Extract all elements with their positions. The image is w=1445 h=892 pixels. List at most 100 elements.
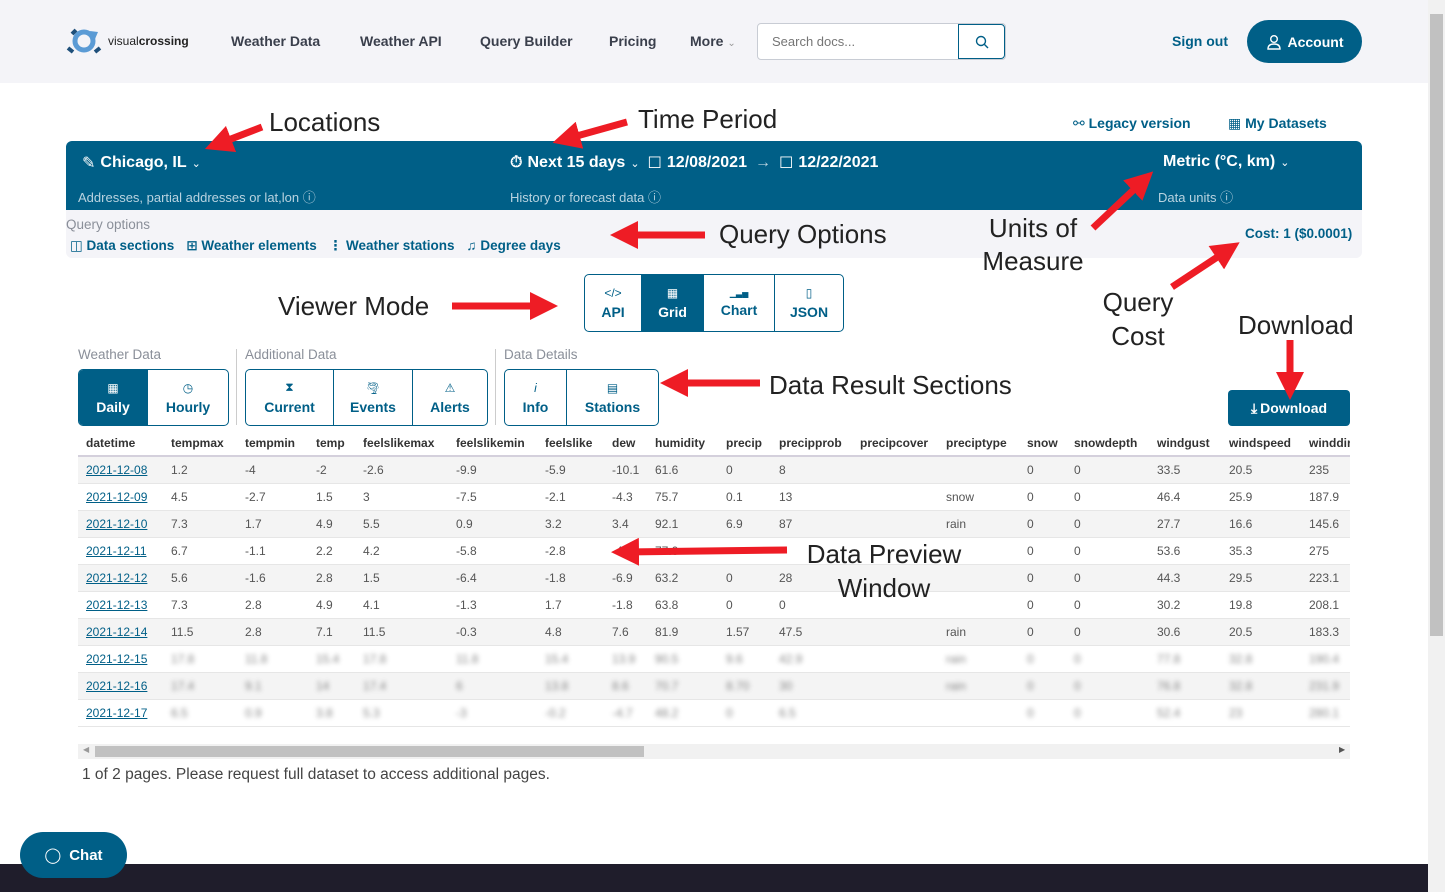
search-button[interactable]: [958, 24, 1005, 59]
chevron-down-icon: ⌄: [727, 38, 736, 49]
table-cell-datetime[interactable]: 2021-12-13: [78, 591, 163, 619]
column-header-feelslike[interactable]: feelslike: [537, 430, 604, 457]
date-link[interactable]: 2021-12-15: [86, 651, 148, 666]
column-header-feelslikemin[interactable]: feelslikemin: [448, 430, 537, 457]
column-header-precipprob[interactable]: precipprob: [771, 430, 852, 457]
current-button[interactable]: ⧗ Current: [246, 370, 334, 425]
help-icon[interactable]: ⓘ: [1220, 190, 1234, 205]
cell-value: 27.7: [1157, 516, 1181, 531]
hourly-button[interactable]: ◷ Hourly: [165, 380, 211, 415]
my-datasets-link[interactable]: ▦ My Datasets: [1228, 115, 1327, 132]
column-header-precip[interactable]: precip: [718, 430, 771, 457]
table-cell-datetime[interactable]: 2021-12-17: [78, 699, 163, 727]
table-cell-datetime[interactable]: 2021-12-11: [78, 537, 163, 565]
column-header-tempmin[interactable]: tempmin: [237, 430, 308, 457]
nav-more[interactable]: More ⌄: [690, 33, 736, 49]
cell-value: 0: [1027, 570, 1034, 585]
table-cell-feelslikemin: -3: [448, 699, 537, 727]
cell-value: -2.1: [545, 489, 566, 504]
start-date[interactable]: ☐ 12/08/2021: [648, 153, 747, 173]
table-cell-windgust: 46.4: [1149, 483, 1221, 511]
end-date[interactable]: ☐ 12/22/2021: [779, 153, 878, 173]
weather-elements-option[interactable]: ⊞ Weather elements: [186, 238, 317, 253]
viewer-chart-button[interactable]: ▁▃▅ Chart: [704, 275, 775, 331]
nav-pricing[interactable]: Pricing: [609, 33, 657, 49]
table-cell-datetime[interactable]: 2021-12-08: [78, 456, 163, 484]
table-cell-datetime[interactable]: 2021-12-14: [78, 618, 163, 646]
weather-stations-option[interactable]: ⋮ Weather stations: [328, 238, 455, 253]
table-cell-datetime[interactable]: 2021-12-10: [78, 510, 163, 538]
nav-weather-api[interactable]: Weather API: [360, 33, 442, 49]
cell-value: 145.6: [1309, 516, 1340, 531]
column-header-datetime[interactable]: datetime: [78, 430, 163, 457]
logo[interactable]: visualcrossing: [66, 28, 189, 54]
nav-query-builder[interactable]: Query Builder: [480, 33, 573, 49]
table-cell-feelslikemax: 5.5: [355, 510, 448, 538]
table-cell-windgust: 27.7: [1149, 510, 1221, 538]
viewer-grid-button[interactable]: ▦ Grid: [642, 275, 704, 331]
date-link[interactable]: 2021-12-16: [86, 678, 148, 693]
column-header-tempmax[interactable]: tempmax: [163, 430, 237, 457]
scroll-left-arrow-icon[interactable]: ◀: [83, 745, 90, 754]
station-icon: ▤: [606, 380, 619, 395]
column-header-windgust[interactable]: windgust: [1149, 430, 1221, 457]
cell-value: 0: [1074, 705, 1081, 720]
date-link[interactable]: 2021-12-09: [86, 489, 148, 504]
nav-weather-data[interactable]: Weather Data: [231, 33, 321, 49]
info-button[interactable]: i Info: [505, 370, 567, 425]
date-link[interactable]: 2021-12-14: [86, 624, 148, 639]
date-link[interactable]: 2021-12-08: [86, 462, 148, 477]
column-header-precipcover[interactable]: precipcover: [852, 430, 938, 457]
chat-button[interactable]: ◯ Chat: [20, 832, 127, 878]
alerts-button[interactable]: ⚠ Alerts: [430, 380, 470, 415]
account-button[interactable]: Account: [1247, 20, 1362, 63]
cell-value: 52.4: [1157, 705, 1181, 720]
horizontal-scrollbar-thumb[interactable]: [95, 746, 644, 757]
column-header-dew[interactable]: dew: [604, 430, 647, 457]
cell-value: 17.4: [363, 678, 387, 693]
search-input[interactable]: [758, 24, 958, 59]
bandage-icon: ⚯: [1073, 115, 1085, 131]
units-selector[interactable]: Metric (°C, km) ⌄: [1163, 153, 1289, 171]
date-link[interactable]: 2021-12-17: [86, 705, 148, 720]
help-icon[interactable]: ⓘ: [302, 190, 316, 205]
date-link[interactable]: 2021-12-10: [86, 516, 148, 531]
degree-days-option[interactable]: ♫ Degree days: [466, 238, 561, 253]
help-icon[interactable]: ⓘ: [648, 190, 662, 205]
date-link[interactable]: 2021-12-11: [86, 543, 147, 558]
period-selector[interactable]: ⏱ Next 15 days ⌄: [510, 154, 640, 172]
column-header-snow[interactable]: snow: [1019, 430, 1066, 457]
daily-button[interactable]: ▦ Daily: [79, 370, 148, 425]
table-cell-datetime[interactable]: 2021-12-12: [78, 564, 163, 592]
cell-value: -2.6: [363, 462, 384, 477]
date-link[interactable]: 2021-12-13: [86, 597, 148, 612]
cell-value: 4.9: [316, 597, 333, 612]
column-header-windspeed[interactable]: windspeed: [1221, 430, 1301, 457]
table-cell-feelslikemin: 11.8: [448, 645, 537, 673]
date-link[interactable]: 2021-12-12: [86, 570, 148, 585]
column-header-feelslikemax[interactable]: feelslikemax: [355, 430, 448, 457]
vertical-scrollbar-thumb[interactable]: [1430, 14, 1443, 636]
scroll-right-arrow-icon[interactable]: ▶: [1339, 745, 1346, 754]
column-header-winddir[interactable]: winddir: [1301, 430, 1350, 457]
cell-value: 87: [779, 516, 793, 531]
viewer-api-button[interactable]: </> API: [585, 275, 642, 331]
cell-value: 9.6: [726, 651, 743, 666]
table-cell-preciptype: [938, 456, 1019, 484]
table-cell-datetime[interactable]: 2021-12-09: [78, 483, 163, 511]
location-selector[interactable]: ✎ Chicago, IL ⌄: [82, 153, 201, 173]
table-cell-datetime[interactable]: 2021-12-16: [78, 672, 163, 700]
viewer-json-button[interactable]: ▯ JSON: [789, 286, 829, 320]
column-header-preciptype[interactable]: preciptype: [938, 430, 1019, 457]
column-header-humidity[interactable]: humidity: [647, 430, 718, 457]
events-button[interactable]: 🌪 Events: [334, 370, 413, 425]
column-header-snowdepth[interactable]: snowdepth: [1066, 430, 1149, 457]
download-button[interactable]: ⤓ Download: [1228, 390, 1350, 426]
table-cell-datetime[interactable]: 2021-12-15: [78, 645, 163, 673]
sign-out-link[interactable]: Sign out: [1172, 33, 1228, 49]
stations-button[interactable]: ▤ Stations: [584, 380, 641, 415]
data-sections-option[interactable]: ◫ Data sections: [70, 238, 175, 253]
legacy-version-link[interactable]: ⚯ Legacy version: [1073, 115, 1191, 132]
column-header-temp[interactable]: temp: [308, 430, 355, 457]
table-cell-snowdepth: 0: [1066, 537, 1149, 565]
